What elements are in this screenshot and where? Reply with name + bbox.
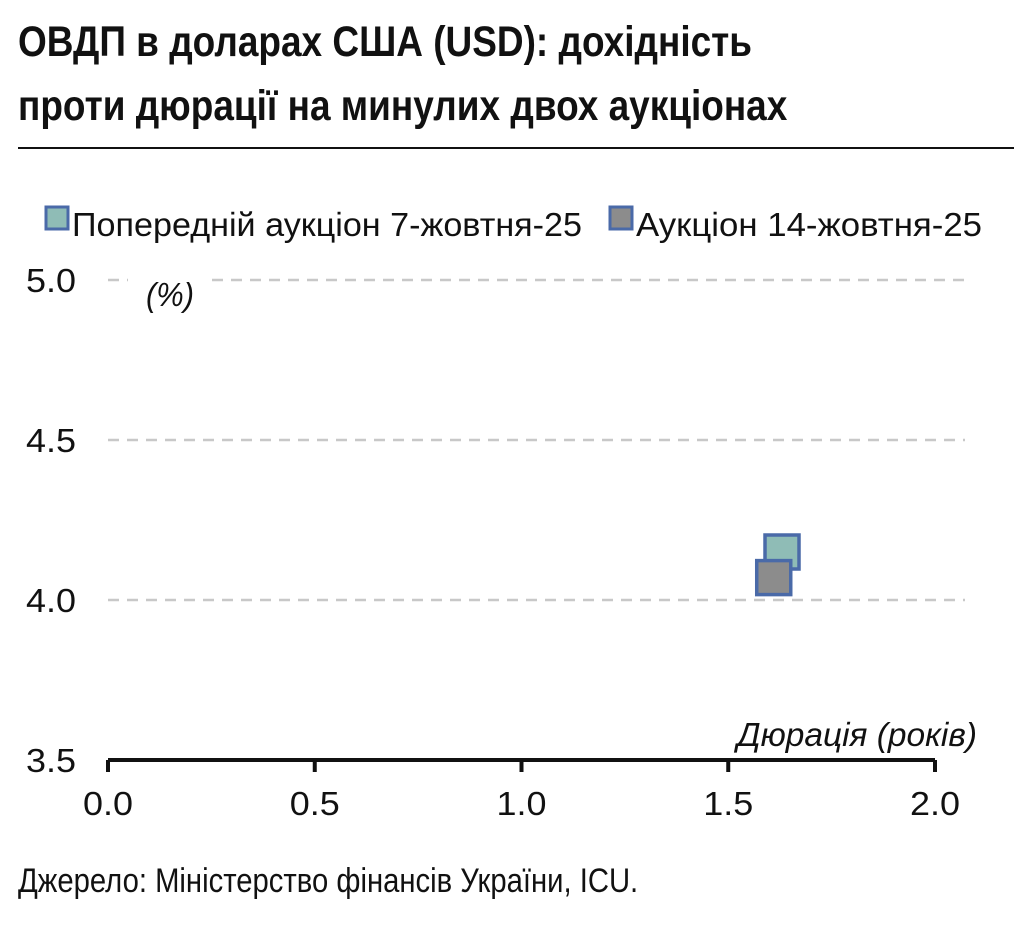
- legend-label-current: Аукціон 14-жовтня-25: [636, 206, 982, 243]
- y-tick-label: 3.5: [26, 742, 76, 779]
- data-point-series-1: [754, 558, 793, 597]
- y-tick-label: 5.0: [26, 262, 76, 299]
- y-axis-label: (%): [146, 276, 194, 313]
- chart-title: ОВДП в доларах США (USD): дохідність про…: [18, 10, 878, 138]
- y-tick-label: 4.0: [26, 582, 76, 619]
- gridlines: [108, 278, 965, 602]
- y-axis-ticks: 5.0 4.5 4.0 3.5: [26, 262, 76, 779]
- legend-swatch-previous: [44, 205, 70, 231]
- x-axis: 0.0 0.5 1.0 1.5 2.0: [83, 758, 960, 822]
- x-tick-label: 0.0: [83, 785, 133, 822]
- title-line-2: проти дюрації на минулих двох аукціонах: [18, 82, 788, 130]
- data-points: [754, 533, 801, 597]
- legend-swatch-current: [608, 205, 634, 231]
- title-line-1: ОВДП в доларах США (USD): дохідність: [18, 18, 753, 66]
- x-tick-label: 1.5: [703, 785, 753, 822]
- x-tick-label: 2.0: [910, 785, 960, 822]
- legend: Попередній аукціон 7-жовтня-25 Аукціон 1…: [44, 205, 982, 243]
- x-tick-label: 1.0: [497, 785, 547, 822]
- legend-label-previous: Попередній аукціон 7-жовтня-25: [72, 206, 582, 243]
- x-tick-label: 0.5: [290, 785, 340, 822]
- y-tick-label: 4.5: [26, 422, 76, 459]
- x-axis-label: Дюрація (років): [733, 716, 977, 753]
- source-note: Джерело: Міністерство фінансів України, …: [18, 862, 639, 900]
- title-divider: [18, 147, 1014, 149]
